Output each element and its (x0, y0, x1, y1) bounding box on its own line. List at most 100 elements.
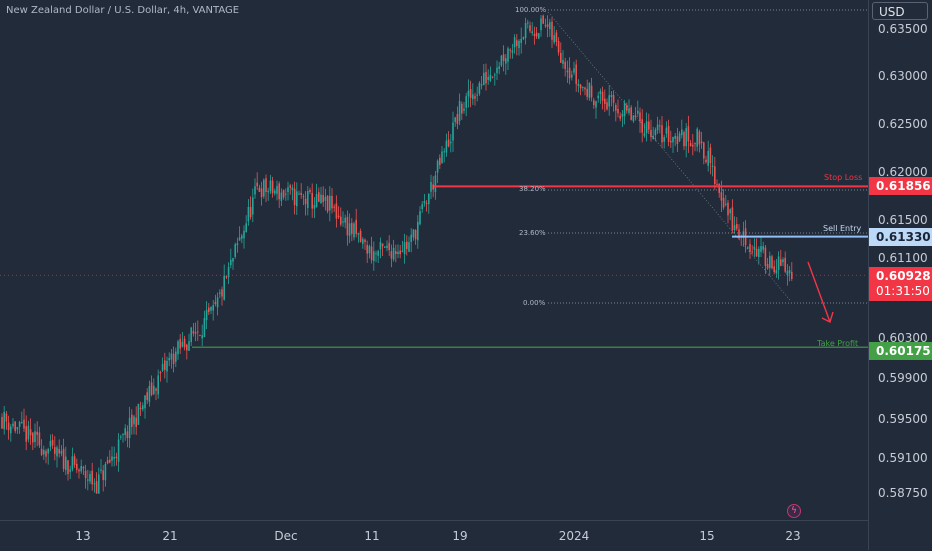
candle-body (326, 195, 329, 212)
candle-body (727, 202, 729, 216)
candle-body (705, 159, 707, 163)
candle-body (577, 83, 580, 86)
candle-body (373, 251, 375, 262)
candle-body (447, 139, 450, 147)
price-tick: 0.63500 (878, 22, 928, 36)
price-axis[interactable]: USD 0.63500 0.63000 0.62500 0.62000 0.61… (868, 0, 932, 550)
candle-body (434, 175, 437, 193)
price-chart[interactable] (0, 0, 868, 520)
candle-body (784, 257, 786, 272)
candle-body (302, 196, 305, 198)
candle-body (137, 403, 140, 425)
candle-body (775, 269, 778, 274)
candle-body (634, 115, 637, 117)
candle-body (538, 33, 540, 39)
candle-body (60, 451, 63, 454)
symbol-title[interactable]: New Zealand Dollar / U.S. Dollar, 4h, VA… (6, 5, 240, 16)
candle-body (522, 37, 525, 40)
candle-body (549, 22, 551, 30)
candle-body (687, 126, 690, 142)
candle-body (76, 463, 78, 470)
candle-body (344, 217, 346, 223)
candle-body (93, 483, 96, 485)
lightning-icon[interactable]: ϟ (787, 504, 801, 518)
time-axis[interactable]: 13 21 Dec 11 19 2024 15 23 (0, 520, 868, 551)
candle-body (747, 247, 749, 249)
candle-body (388, 242, 390, 251)
drawings-layer (0, 9, 868, 348)
candle-body (439, 157, 441, 166)
candle-body (375, 253, 377, 255)
candle-body (738, 229, 740, 239)
candle-body (408, 242, 410, 252)
candle-body (219, 292, 221, 294)
candle-body (676, 136, 679, 144)
candle-body (168, 357, 170, 361)
candle-body (467, 90, 470, 97)
candle-body (749, 243, 751, 252)
candle-body (542, 15, 544, 24)
take-profit-price-label[interactable]: 0.60175 (869, 342, 932, 360)
candle-body (685, 128, 687, 147)
candle-body (307, 190, 309, 208)
candle-body (214, 301, 217, 304)
candle-body (604, 98, 606, 104)
candle-body (401, 250, 404, 252)
target-arrow-shaft (807, 261, 831, 323)
candle-body (62, 448, 65, 469)
candle-body (49, 440, 52, 447)
candle-body (21, 421, 23, 424)
candle-body (582, 86, 584, 88)
candle-body (232, 258, 234, 262)
candle-body (751, 251, 753, 253)
candle-body (533, 34, 536, 36)
candle-body (562, 60, 564, 64)
candle-body (197, 331, 199, 333)
candle-body (513, 37, 516, 48)
time-tick: 19 (452, 529, 468, 543)
candle-body (36, 431, 38, 435)
candle-body (56, 447, 58, 457)
candle-body (205, 309, 208, 321)
candle-body (390, 251, 393, 259)
candle-body (531, 31, 533, 34)
candle-body (465, 96, 467, 108)
candle-body (291, 187, 294, 191)
candle-body (764, 247, 767, 266)
candle-body (450, 141, 452, 144)
candle-body (489, 74, 492, 81)
candle-body (203, 318, 206, 337)
sell-entry-price-label[interactable]: 0.61330 (869, 228, 932, 246)
candle-body (392, 247, 395, 260)
currency-selector[interactable]: USD (872, 2, 928, 20)
candle-body (179, 338, 181, 349)
candle-body (612, 94, 615, 103)
candle-body (142, 405, 144, 410)
candle-body (527, 22, 529, 24)
time-tick: 23 (785, 529, 801, 543)
candle-body (421, 204, 423, 209)
candle-body (406, 241, 408, 249)
candle-body (606, 102, 608, 110)
candle-body (588, 82, 591, 98)
candle-body (443, 151, 445, 153)
candle-body (700, 141, 703, 144)
candle-body (777, 256, 780, 270)
current-price-box[interactable]: 0.60928 01:31:50 (869, 267, 932, 301)
stop-loss-price-label[interactable]: 0.61856 (869, 177, 932, 195)
candle-body (346, 216, 349, 236)
candle-body (32, 432, 34, 443)
current-price-value: 0.60928 (876, 269, 931, 283)
candle-body (87, 479, 89, 481)
chart-area[interactable]: New Zealand Dollar / U.S. Dollar, 4h, VA… (0, 0, 868, 520)
candle-body (236, 243, 239, 246)
candle-body (645, 121, 648, 134)
candle-body (73, 456, 76, 465)
candle-body (650, 129, 652, 138)
candle-body (324, 196, 327, 201)
fib-0-label: 0.00% (523, 299, 546, 307)
time-tick: 15 (699, 529, 715, 543)
candle-body (681, 129, 683, 136)
candle-body (672, 136, 674, 143)
candle-body (654, 129, 657, 136)
